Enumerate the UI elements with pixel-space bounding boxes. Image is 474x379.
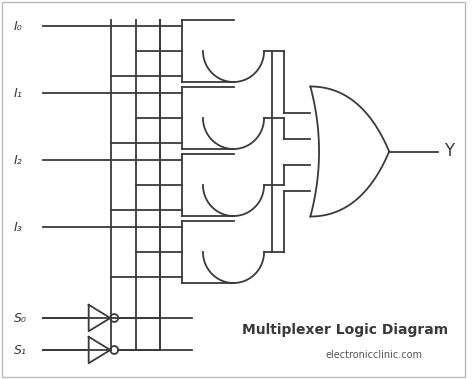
Text: I₀: I₀ [14,20,23,33]
Text: Y: Y [445,143,455,160]
Text: S₀: S₀ [14,312,27,324]
Text: I₂: I₂ [14,154,23,167]
Text: S₁: S₁ [14,343,27,357]
Text: I₃: I₃ [14,221,23,234]
Text: Multiplexer Logic Diagram: Multiplexer Logic Diagram [242,323,448,337]
Text: electronicclinic.com: electronicclinic.com [326,350,423,360]
Text: I₁: I₁ [14,87,23,100]
